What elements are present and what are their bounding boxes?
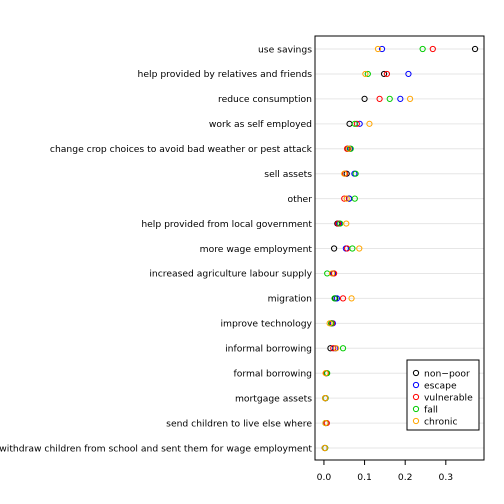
plot-frame <box>314 35 485 461</box>
data-point <box>333 295 341 302</box>
data-point <box>471 45 479 53</box>
data-point <box>429 45 436 53</box>
x-axis: 0.0 0.1 0.2 0.3 <box>317 460 454 483</box>
data-point <box>339 345 347 352</box>
data-point <box>326 320 333 327</box>
data-point <box>330 245 338 252</box>
data-point <box>321 444 328 452</box>
legend-marker <box>412 393 420 401</box>
data-point <box>397 95 404 102</box>
category-label: send children to live else where <box>166 418 312 429</box>
x-tick-label: 0.1 <box>357 472 372 483</box>
data-point <box>351 195 358 202</box>
category-label: increased agriculture labour supply <box>149 269 312 280</box>
data-point <box>343 195 350 202</box>
data-point <box>322 419 329 427</box>
data-point <box>345 145 352 152</box>
category-label: change crop choices to avoid bad weather… <box>50 144 313 155</box>
data-point <box>337 220 344 227</box>
data-point <box>341 170 348 177</box>
legend-label: non−poor <box>424 368 470 379</box>
legend-box <box>406 359 480 431</box>
data-points <box>321 45 479 452</box>
data-point <box>376 95 383 102</box>
data-point <box>356 245 363 252</box>
data-point <box>331 295 338 302</box>
data-point <box>353 120 360 127</box>
category-label: sell assets <box>264 169 312 180</box>
legend-marker <box>412 369 420 377</box>
data-point <box>351 120 358 127</box>
data-point <box>322 370 329 377</box>
data-point <box>343 220 350 227</box>
legend-label: escape <box>424 380 457 391</box>
data-point <box>341 195 348 202</box>
data-point <box>322 395 329 402</box>
category-label: mortgage assets <box>235 393 312 404</box>
legend-label: vulnerable <box>424 392 473 403</box>
category-label: reduce consumption <box>218 94 312 105</box>
category-label: migration <box>268 294 313 305</box>
legend-label: fall <box>424 404 438 415</box>
data-point <box>328 270 336 277</box>
data-point <box>386 95 393 102</box>
data-point <box>380 70 388 78</box>
x-tick-label: 0.3 <box>439 472 454 483</box>
data-point <box>330 345 337 352</box>
data-point <box>406 95 414 102</box>
legend-marker <box>412 417 420 425</box>
legend-marker <box>412 381 420 389</box>
legend-marker <box>412 405 420 413</box>
data-point <box>348 295 355 302</box>
category-label: help provided from local government <box>141 219 312 230</box>
data-point <box>352 170 359 177</box>
category-label: withdraw children from school and sent t… <box>0 443 312 454</box>
x-tick-label: 0.2 <box>398 472 413 483</box>
data-point <box>333 345 340 352</box>
data-point <box>419 45 426 53</box>
legend-label: chronic <box>424 416 458 427</box>
data-point <box>364 70 371 78</box>
category-label: use savings <box>258 44 312 55</box>
data-point <box>362 70 369 78</box>
category-label: other <box>288 194 313 205</box>
data-point <box>361 95 368 102</box>
category-label: improve technology <box>220 319 312 330</box>
data-point <box>335 220 342 227</box>
data-point <box>349 245 356 252</box>
category-label: help provided by relatives and friends <box>138 69 313 80</box>
data-point <box>330 270 338 277</box>
data-point <box>383 70 391 78</box>
category-label: work as self employed <box>209 119 312 130</box>
category-label: informal borrowing <box>225 344 312 355</box>
data-point <box>374 45 382 53</box>
data-point <box>405 70 412 78</box>
category-label: more wage employment <box>200 244 313 255</box>
x-tick-label: 0.0 <box>317 472 332 483</box>
data-point <box>378 45 386 53</box>
category-labels: use savings help provided by relatives an… <box>0 44 313 454</box>
data-point <box>339 295 347 302</box>
data-point <box>366 120 373 127</box>
category-label: formal borrowing <box>233 368 312 379</box>
data-point <box>347 145 354 152</box>
